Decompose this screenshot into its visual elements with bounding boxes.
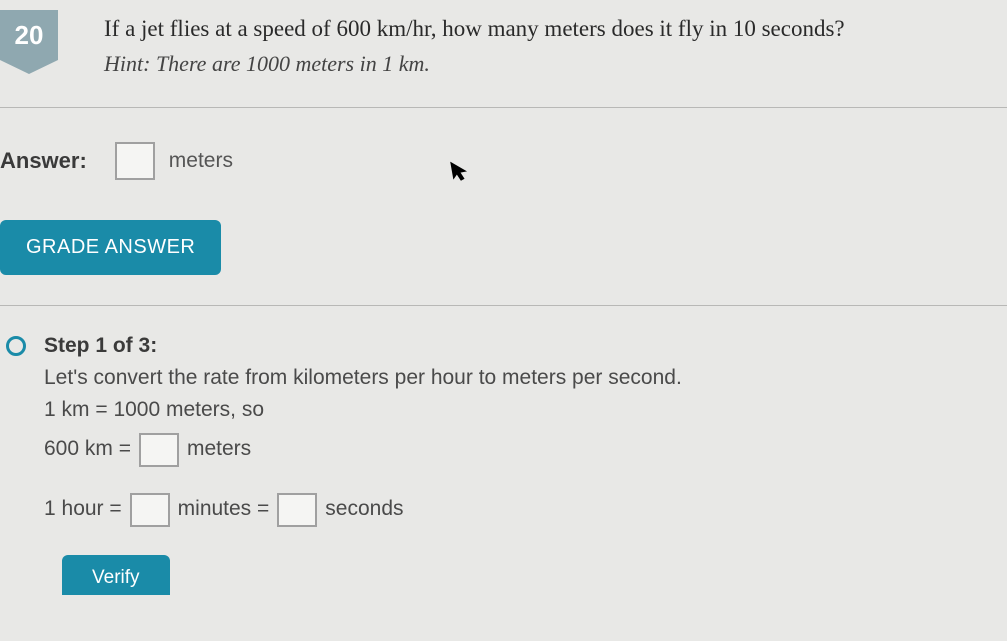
- step-marker-icon: [6, 336, 26, 356]
- question-header: 20 If a jet flies at a speed of 600 km/h…: [0, 0, 1007, 107]
- grade-answer-button[interactable]: GRADE ANSWER: [0, 220, 221, 275]
- step-section: Step 1 of 3: Let's convert the rate from…: [0, 306, 1007, 595]
- answer-label: Answer:: [0, 148, 87, 174]
- answer-section: Answer: meters GRADE ANSWER: [0, 108, 1007, 305]
- answer-input[interactable]: [115, 142, 155, 180]
- question-text-block: If a jet flies at a speed of 600 km/hr, …: [104, 10, 845, 77]
- step-line2-left: 600 km =: [44, 433, 131, 466]
- question-number-badge: 20: [0, 10, 58, 60]
- step-line2-unit: meters: [187, 433, 251, 466]
- question-number-text: 20: [15, 20, 44, 51]
- step-line1: 1 km = 1000 meters, so: [44, 394, 1007, 427]
- verify-button[interactable]: Verify: [62, 555, 170, 595]
- step-title: Step 1 of 3:: [44, 334, 1007, 358]
- question-text: If a jet flies at a speed of 600 km/hr, …: [104, 10, 845, 47]
- question-hint: Hint: There are 1000 meters in 1 km.: [104, 51, 845, 77]
- step-line3-c-unit: seconds: [325, 493, 403, 526]
- step-line2: 600 km = meters: [44, 433, 1007, 467]
- hour-to-minutes-input[interactable]: [130, 493, 170, 527]
- answer-row: Answer: meters: [0, 142, 1007, 180]
- step-line3: 1 hour = minutes = seconds: [44, 493, 1007, 527]
- step-line3-a: 1 hour =: [44, 493, 122, 526]
- km-to-meters-input[interactable]: [139, 433, 179, 467]
- minutes-to-seconds-input[interactable]: [277, 493, 317, 527]
- step-intro: Let's convert the rate from kilometers p…: [44, 362, 1007, 395]
- step-line3-b-unit: minutes =: [178, 493, 270, 526]
- step-body: Let's convert the rate from kilometers p…: [44, 362, 1007, 527]
- answer-unit: meters: [169, 149, 233, 173]
